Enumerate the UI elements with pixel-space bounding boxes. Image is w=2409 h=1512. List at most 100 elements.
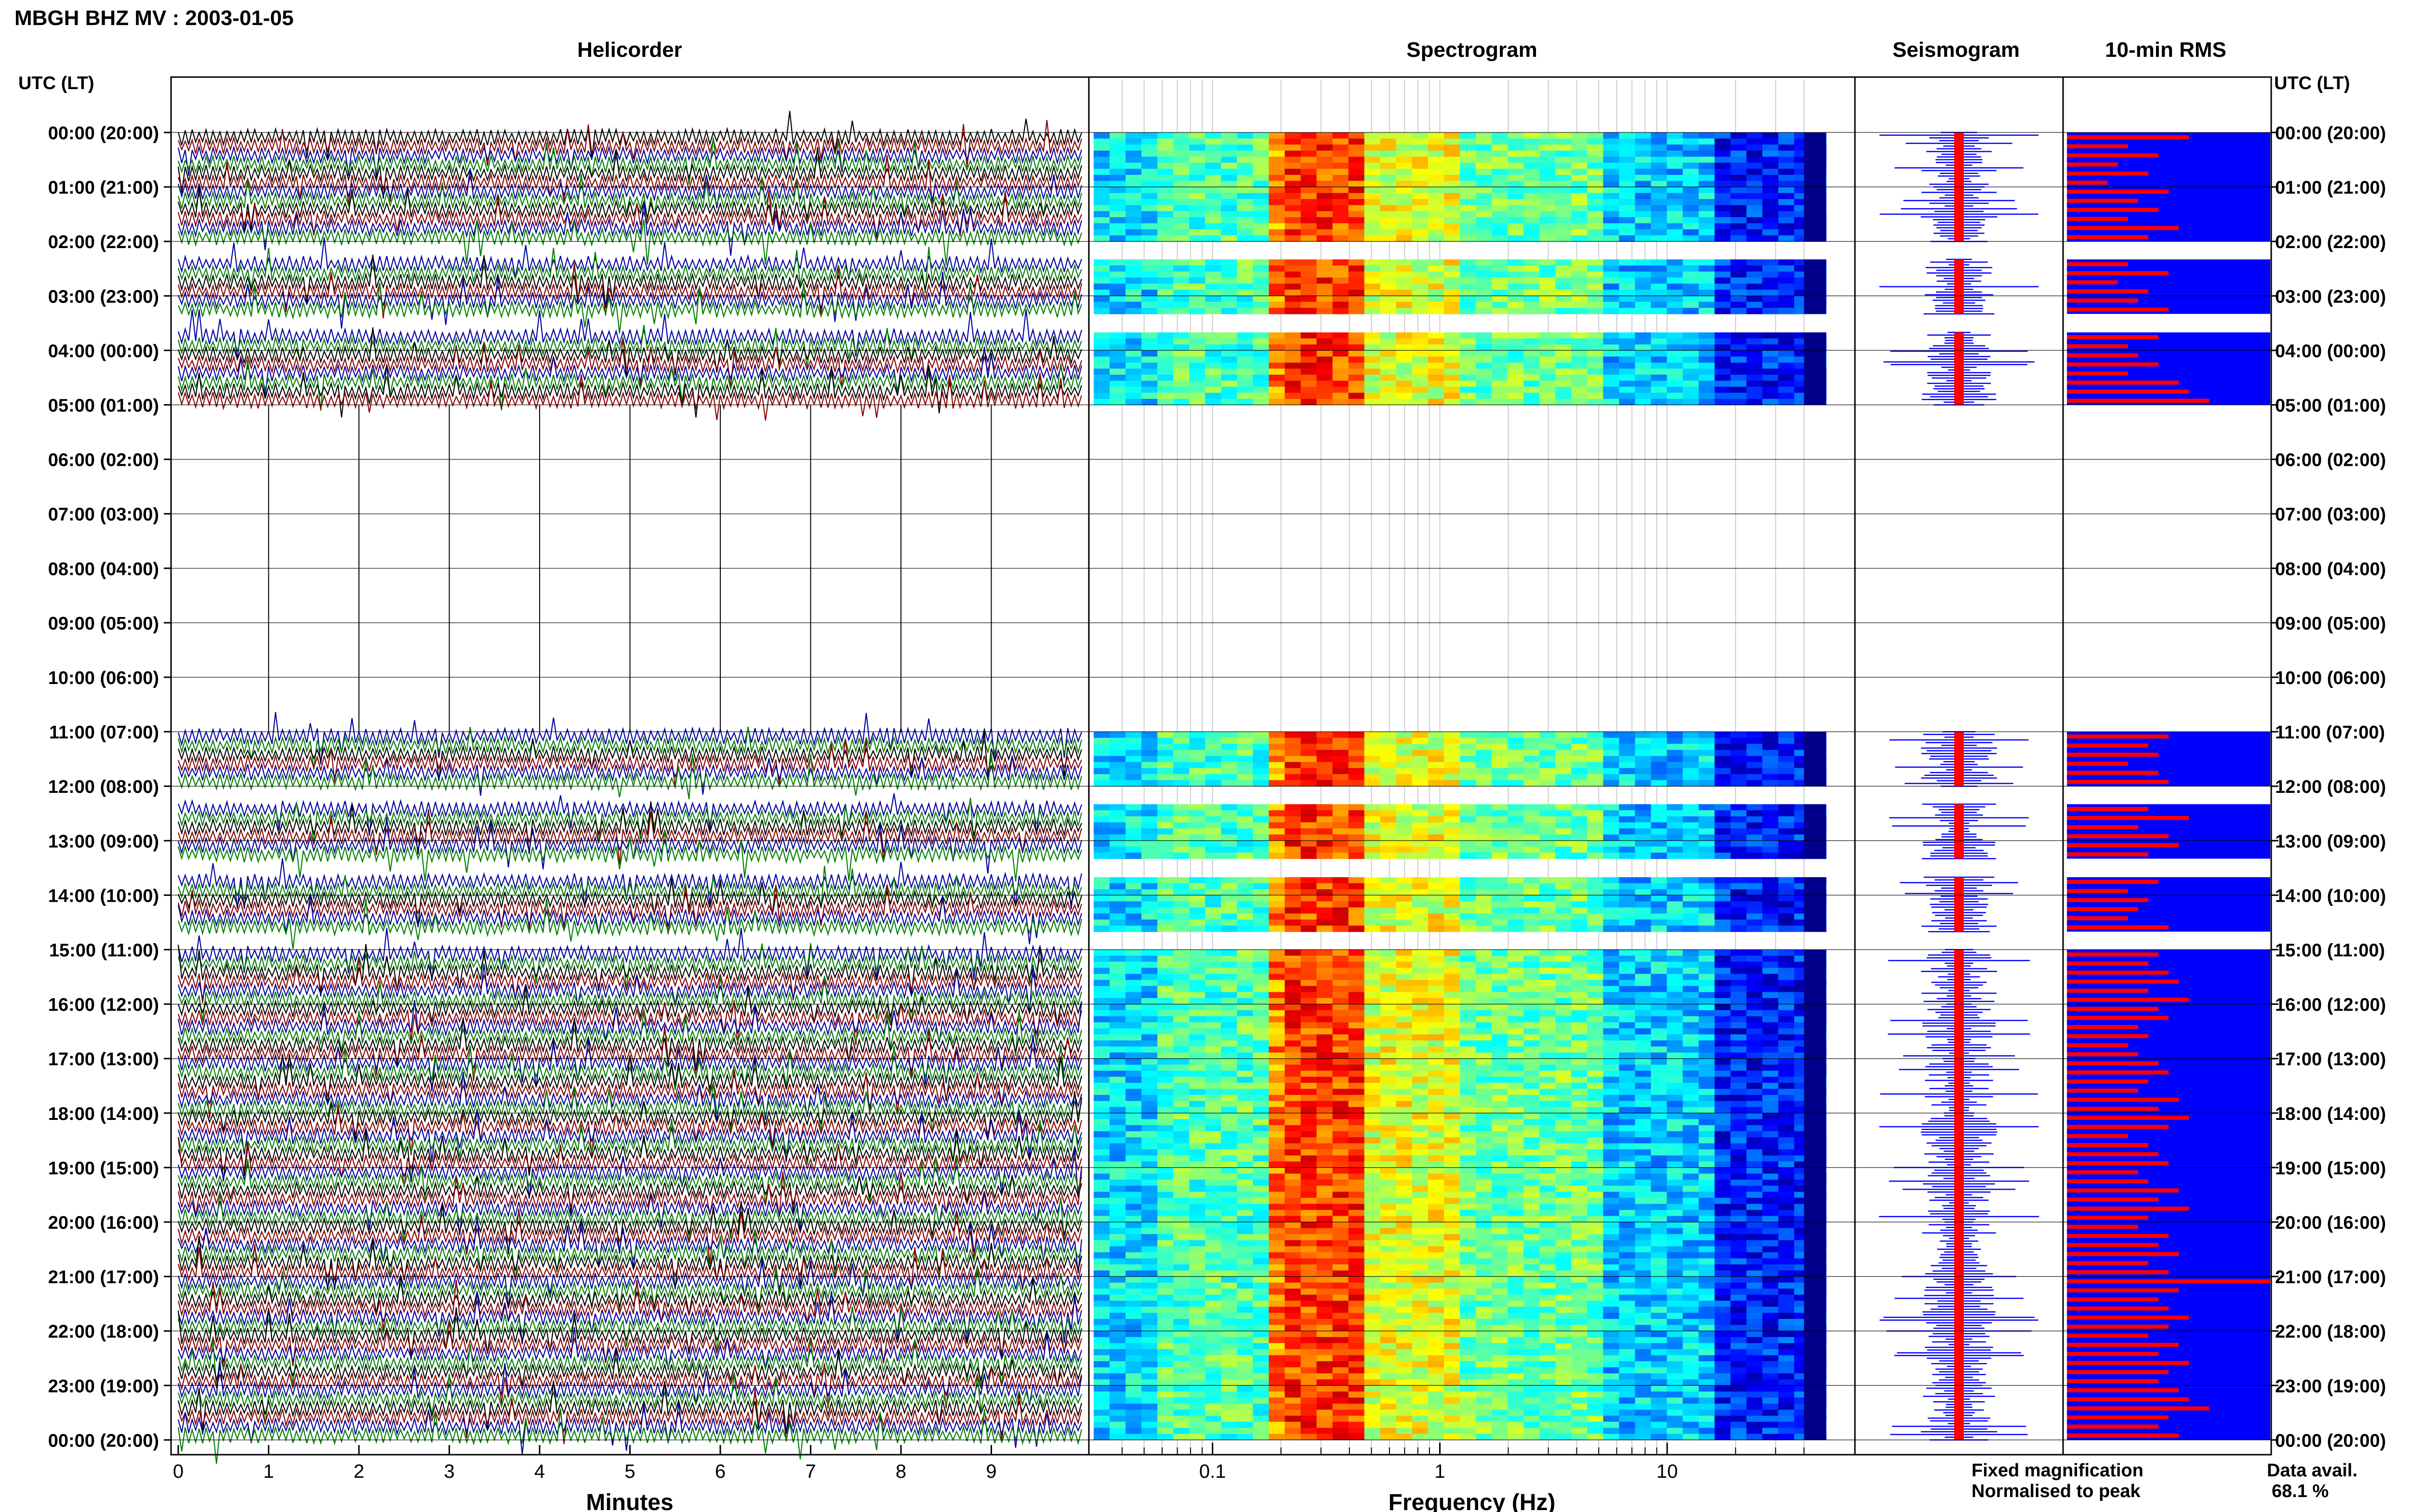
spectrogram-cell	[1428, 822, 1444, 829]
spectrogram-cell	[1444, 1058, 1460, 1065]
spectrogram-cell	[1348, 1180, 1365, 1186]
spectrogram-cell	[1444, 187, 1460, 194]
spectrogram-cell	[1603, 162, 1620, 169]
spectrogram-cell	[1269, 913, 1285, 920]
spectrogram-cell	[1364, 877, 1381, 884]
spectrogram-cell	[1619, 762, 1636, 769]
spectrogram-cell	[1539, 973, 1556, 980]
spectrogram-cell	[1332, 804, 1349, 811]
spectrogram-cell	[1635, 834, 1652, 841]
spectrogram-cell	[1682, 223, 1699, 230]
spectrogram-cell	[1364, 749, 1381, 756]
spectrogram-cell	[1221, 229, 1238, 236]
spectrogram-cell	[1523, 1046, 1540, 1053]
spectrogram-cell	[1412, 169, 1429, 175]
spectrogram-cell	[1269, 132, 1285, 139]
spectrogram-cell	[1460, 1010, 1476, 1017]
spectrogram-cell	[1667, 1161, 1683, 1168]
spectrogram-cell	[1603, 1058, 1620, 1065]
spectrogram-cell	[1460, 1149, 1476, 1156]
helicorder-trace	[177, 145, 1083, 178]
spectrogram-cell	[1587, 1119, 1604, 1126]
spectrogram-cell	[1523, 883, 1540, 890]
spectrogram-cell	[1523, 217, 1540, 224]
spectrogram-cell	[1651, 834, 1668, 841]
spectrogram-cell	[1428, 1004, 1444, 1011]
spectrogram-cell	[1157, 1077, 1174, 1083]
spectrogram-cell	[1667, 1065, 1683, 1071]
spectrogram-cell	[1125, 804, 1142, 811]
spectrogram-cell	[1460, 973, 1476, 980]
spectrogram-cell	[1141, 1185, 1158, 1192]
spectrogram-cell	[1094, 780, 1110, 787]
spectrogram-cell	[1269, 259, 1285, 266]
spectrogram-cell	[1698, 1143, 1715, 1150]
spectrogram-cell	[1651, 853, 1668, 859]
spectrogram-cell	[1523, 1155, 1540, 1162]
spectrogram-cell	[1651, 145, 1668, 151]
spectrogram-cell	[1237, 259, 1254, 266]
spectrogram-cell	[1714, 1046, 1731, 1053]
spectrogram-cell	[1141, 840, 1158, 847]
spectrogram-cell	[1492, 737, 1508, 744]
spectrogram-cell	[1412, 1010, 1429, 1017]
spectrogram-cell	[1316, 1070, 1333, 1077]
spectrogram-cell	[1555, 399, 1572, 406]
spectrogram-cell	[1746, 1065, 1763, 1071]
spectrogram-cell	[1157, 1161, 1174, 1168]
spectrogram-cell	[1412, 205, 1429, 211]
spectrogram-cell	[1476, 1016, 1492, 1023]
spectrogram-cell	[1110, 1185, 1126, 1192]
spectrogram-cell	[1428, 1065, 1444, 1071]
spectrogram-edge	[1804, 877, 1826, 932]
spectrogram-cell	[1237, 399, 1254, 406]
spectrogram-cell	[1523, 1113, 1540, 1119]
spectrogram-cell	[1221, 1095, 1238, 1102]
spectrogram-cell	[1094, 1095, 1110, 1102]
spectrogram-cell	[1492, 308, 1508, 315]
spectrogram-cell	[1125, 780, 1142, 787]
spectrogram-cell	[1253, 1016, 1270, 1023]
spectrogram-cell	[1651, 295, 1668, 302]
spectrogram-cell	[1698, 762, 1715, 769]
spectrogram-cell	[1714, 822, 1731, 829]
spectrogram-cell	[1141, 1022, 1158, 1029]
spectrogram-cell	[1698, 338, 1715, 345]
spectrogram-cell	[1762, 187, 1779, 194]
spectrogram-cell	[1157, 1095, 1174, 1102]
spectrogram-cell	[1730, 1095, 1747, 1102]
spectrogram-cell	[1508, 138, 1524, 145]
spectrogram-cell	[1316, 271, 1333, 278]
spectrogram-cell	[1682, 289, 1699, 296]
spectrogram-cell	[1476, 381, 1492, 387]
spectrogram-cell	[1635, 308, 1652, 315]
spectrogram-cell	[1237, 973, 1254, 980]
spectrogram-cell	[1444, 998, 1460, 1005]
spectrogram-cell	[1094, 350, 1110, 357]
spectrogram-cell	[1667, 907, 1683, 914]
spectrogram-cell	[1173, 356, 1190, 363]
spectrogram-cell	[1237, 949, 1254, 956]
spectrogram-cell	[1205, 289, 1222, 296]
spectrogram-cell	[1253, 895, 1270, 902]
spectrogram-cell	[1300, 1077, 1317, 1083]
spectrogram-cell	[1205, 138, 1222, 145]
spectrogram-cell	[1635, 162, 1652, 169]
helicorder-trace	[177, 1236, 1083, 1290]
spectrogram-cell	[1284, 1161, 1301, 1168]
spectrogram-cell	[1746, 132, 1763, 139]
spectrogram-cell	[1762, 883, 1779, 890]
spectrogram-cell	[1571, 1046, 1588, 1053]
spectrogram-cell	[1603, 368, 1620, 375]
spectrogram-cell	[1110, 762, 1126, 769]
spectrogram-cell	[1269, 1113, 1285, 1119]
spectrogram-cell	[1651, 1052, 1668, 1059]
spectrogram-cell	[1364, 132, 1381, 139]
spectrogram-cell	[1682, 1083, 1699, 1090]
spectrogram-cell	[1269, 756, 1285, 763]
spectrogram-cell	[1125, 1113, 1142, 1119]
spectrogram-cell	[1555, 1101, 1572, 1107]
spectrogram-cell	[1508, 913, 1524, 920]
spectrogram-cell	[1571, 211, 1588, 218]
spectrogram-cell	[1714, 834, 1731, 841]
